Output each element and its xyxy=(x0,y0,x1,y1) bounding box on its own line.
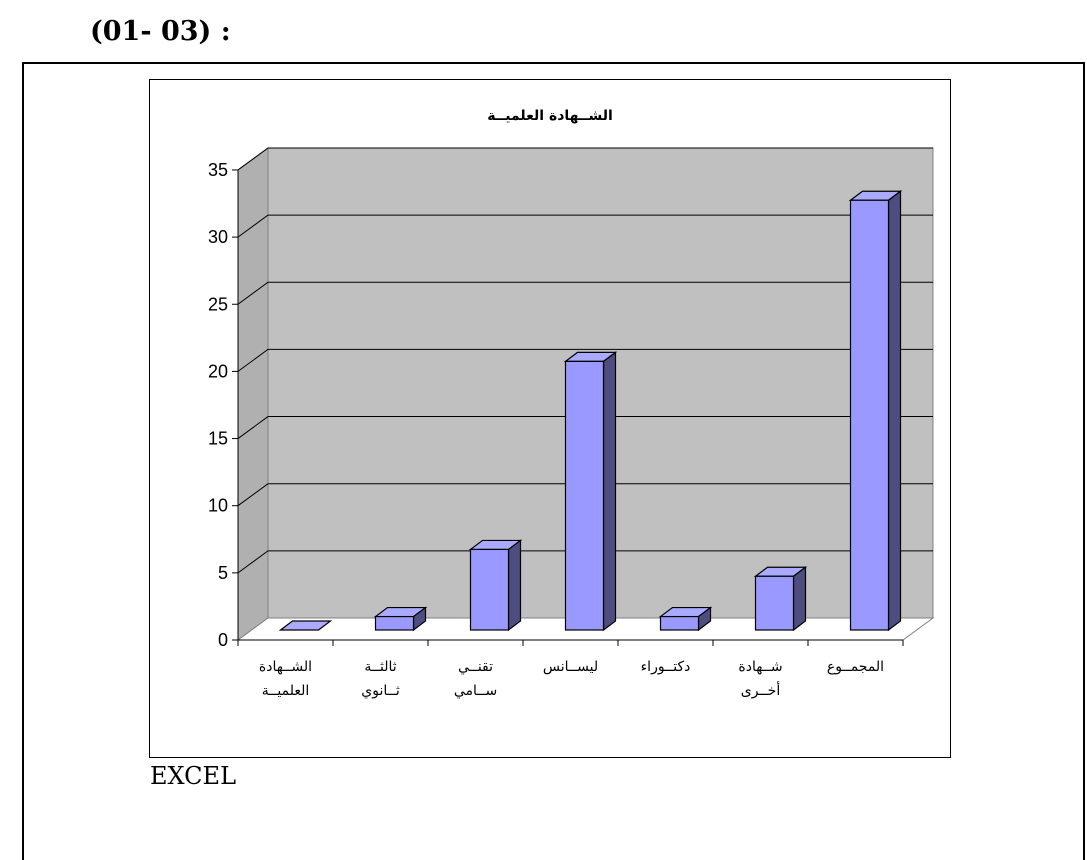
x-tick-label: ســامي xyxy=(454,683,497,699)
y-tick-label: 10 xyxy=(208,496,228,516)
x-tick-label: تقنــي xyxy=(458,659,493,675)
x-tick-label: شــهادة xyxy=(738,659,782,675)
gridline xyxy=(237,214,933,238)
x-tick-label: العلميــة xyxy=(262,683,310,699)
plot-side-wall xyxy=(237,146,269,641)
y-tick-label: 5 xyxy=(218,563,228,583)
bar xyxy=(659,615,700,631)
x-tick-label: ثالثــة xyxy=(364,659,396,675)
gridline xyxy=(237,483,933,507)
x-tick-label: ليســانس xyxy=(543,659,598,675)
figure-caption-top: (01- 03) : xyxy=(90,16,231,47)
bar xyxy=(374,615,415,631)
bar-top xyxy=(278,620,333,631)
x-tick-label: دكتــوراء xyxy=(641,659,691,675)
bar xyxy=(754,575,795,631)
frame-top-border xyxy=(22,62,1085,64)
y-tick-label: 0 xyxy=(218,630,228,650)
x-tick-label: الشــهادة xyxy=(259,659,312,675)
y-tick-label: 35 xyxy=(208,160,228,180)
bar-side xyxy=(792,566,807,632)
y-tick-label: 20 xyxy=(208,361,228,381)
y-tick-label: 25 xyxy=(208,294,228,314)
gridline xyxy=(237,147,933,171)
y-tick-label: 30 xyxy=(208,227,228,247)
gridline xyxy=(237,416,933,439)
x-tick-label: ثــانوي xyxy=(361,683,400,699)
gridline xyxy=(237,348,933,372)
y-tick-label: 15 xyxy=(208,429,228,449)
bar xyxy=(564,360,605,631)
x-tick-label: المجمــوع xyxy=(827,659,884,675)
bar xyxy=(469,548,510,631)
bar-side xyxy=(602,351,617,632)
figure-caption-bottom: EXCEL xyxy=(150,762,237,790)
bar xyxy=(849,199,890,631)
bar-chart: الشــهادة العلميــة 0 5 10 15 20 25 30 35 الشــها… xyxy=(208,108,935,699)
bar-side xyxy=(887,190,902,632)
chart-container: الشــهادة العلميــة 0 5 10 15 20 25 30 35 الشــها… xyxy=(149,79,951,758)
bar-side xyxy=(507,539,522,632)
chart-title: الشــهادة العلميــة xyxy=(487,108,613,124)
frame-right-border xyxy=(1083,62,1085,860)
gridline xyxy=(237,550,933,574)
x-tick-label: أخــرى xyxy=(741,681,781,699)
gridline xyxy=(237,281,933,305)
frame-left-border xyxy=(22,62,24,860)
